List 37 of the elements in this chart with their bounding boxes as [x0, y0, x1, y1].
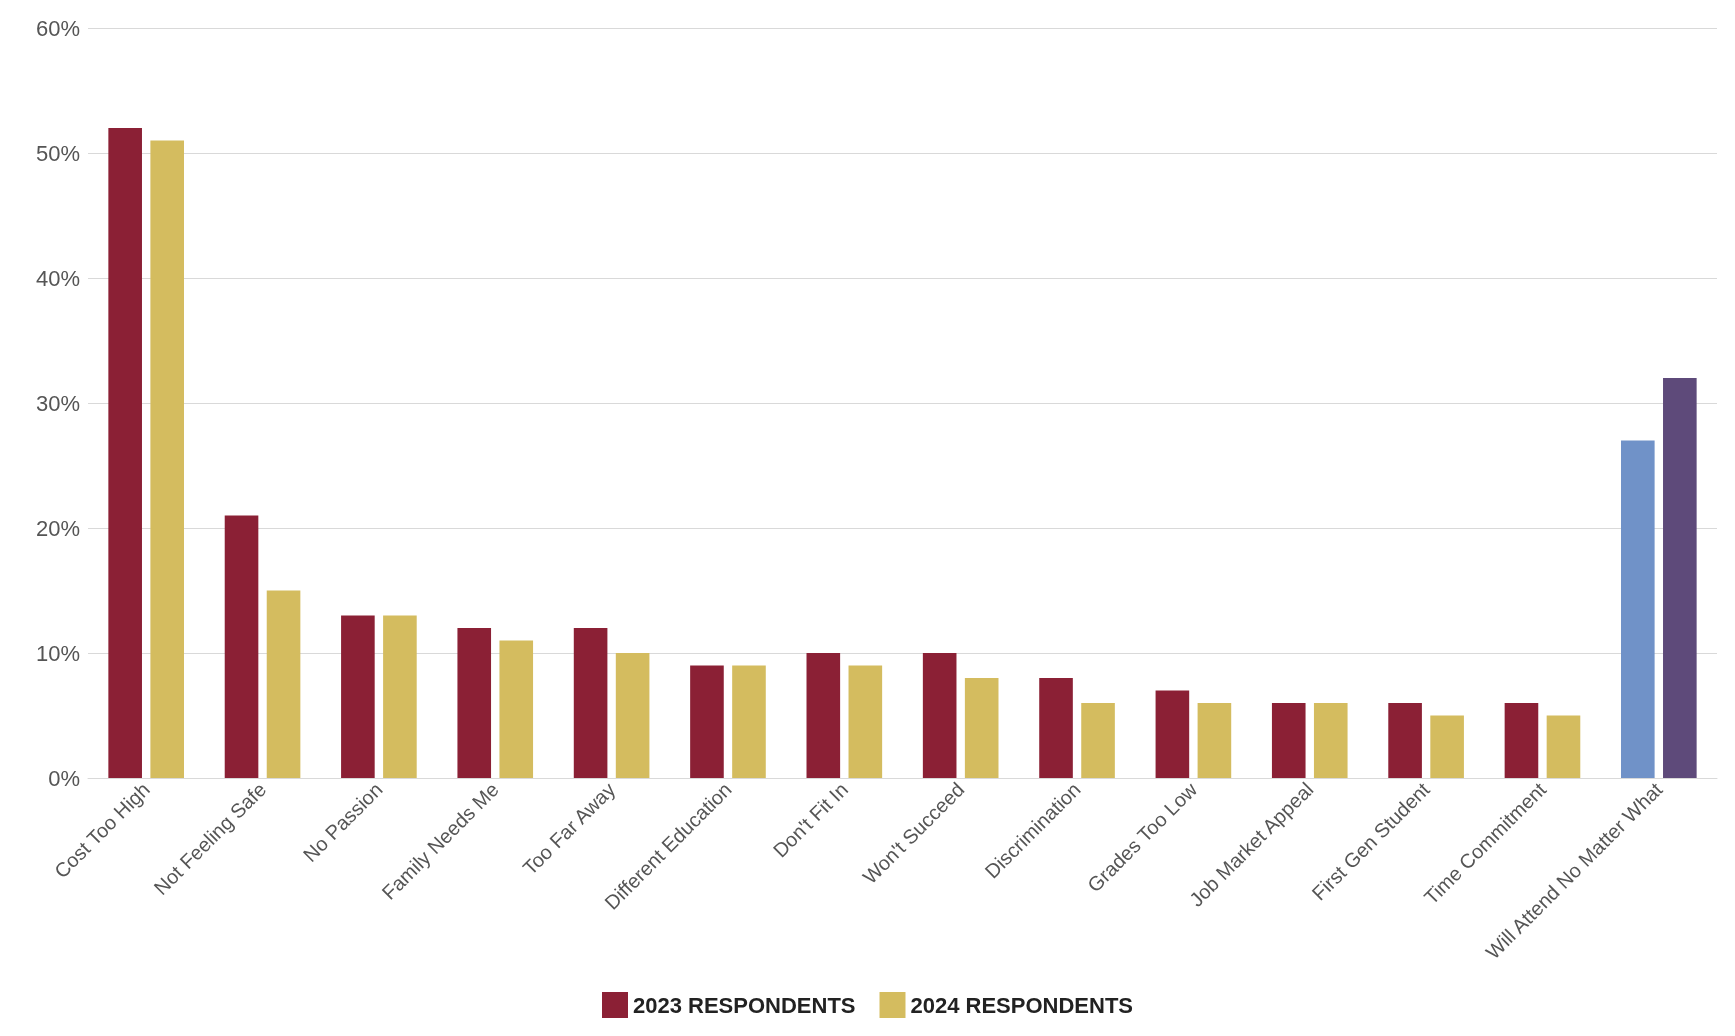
- bar: [1155, 690, 1190, 778]
- bar: [1546, 715, 1581, 778]
- y-tick-label: 10%: [35, 640, 80, 666]
- bar: [806, 653, 841, 778]
- bar: [1271, 703, 1306, 778]
- bar: [1039, 678, 1073, 778]
- bar: [1504, 703, 1539, 778]
- y-tick-label: 50%: [35, 140, 80, 166]
- bar: [964, 678, 999, 778]
- bar: [457, 628, 492, 778]
- bar: [573, 628, 608, 778]
- bar: [1388, 703, 1422, 778]
- bar: [848, 665, 883, 778]
- bar: [1313, 703, 1348, 778]
- y-tick-label: 30%: [35, 390, 80, 416]
- bar: [1081, 703, 1115, 778]
- bar: [341, 615, 375, 778]
- bar: [224, 515, 259, 778]
- y-tick-label: 0%: [48, 765, 80, 791]
- bar: [1663, 378, 1697, 778]
- bar: [150, 140, 184, 778]
- bar: [690, 665, 724, 778]
- bar: [1621, 440, 1655, 778]
- bar: [266, 590, 301, 778]
- bar: [108, 128, 142, 778]
- y-tick-label: 60%: [35, 15, 80, 41]
- bar: [615, 653, 650, 778]
- legend-label: 2023 RESPONDENTS: [632, 992, 856, 1018]
- bar: [1430, 715, 1464, 778]
- bar: [922, 653, 957, 778]
- y-tick-label: 40%: [35, 265, 80, 291]
- bar: [499, 640, 534, 778]
- bar: [383, 615, 417, 778]
- bar: [1197, 703, 1232, 778]
- bar: [732, 665, 766, 778]
- legend-label: 2024 RESPONDENTS: [910, 992, 1134, 1018]
- y-tick-label: 20%: [35, 515, 80, 541]
